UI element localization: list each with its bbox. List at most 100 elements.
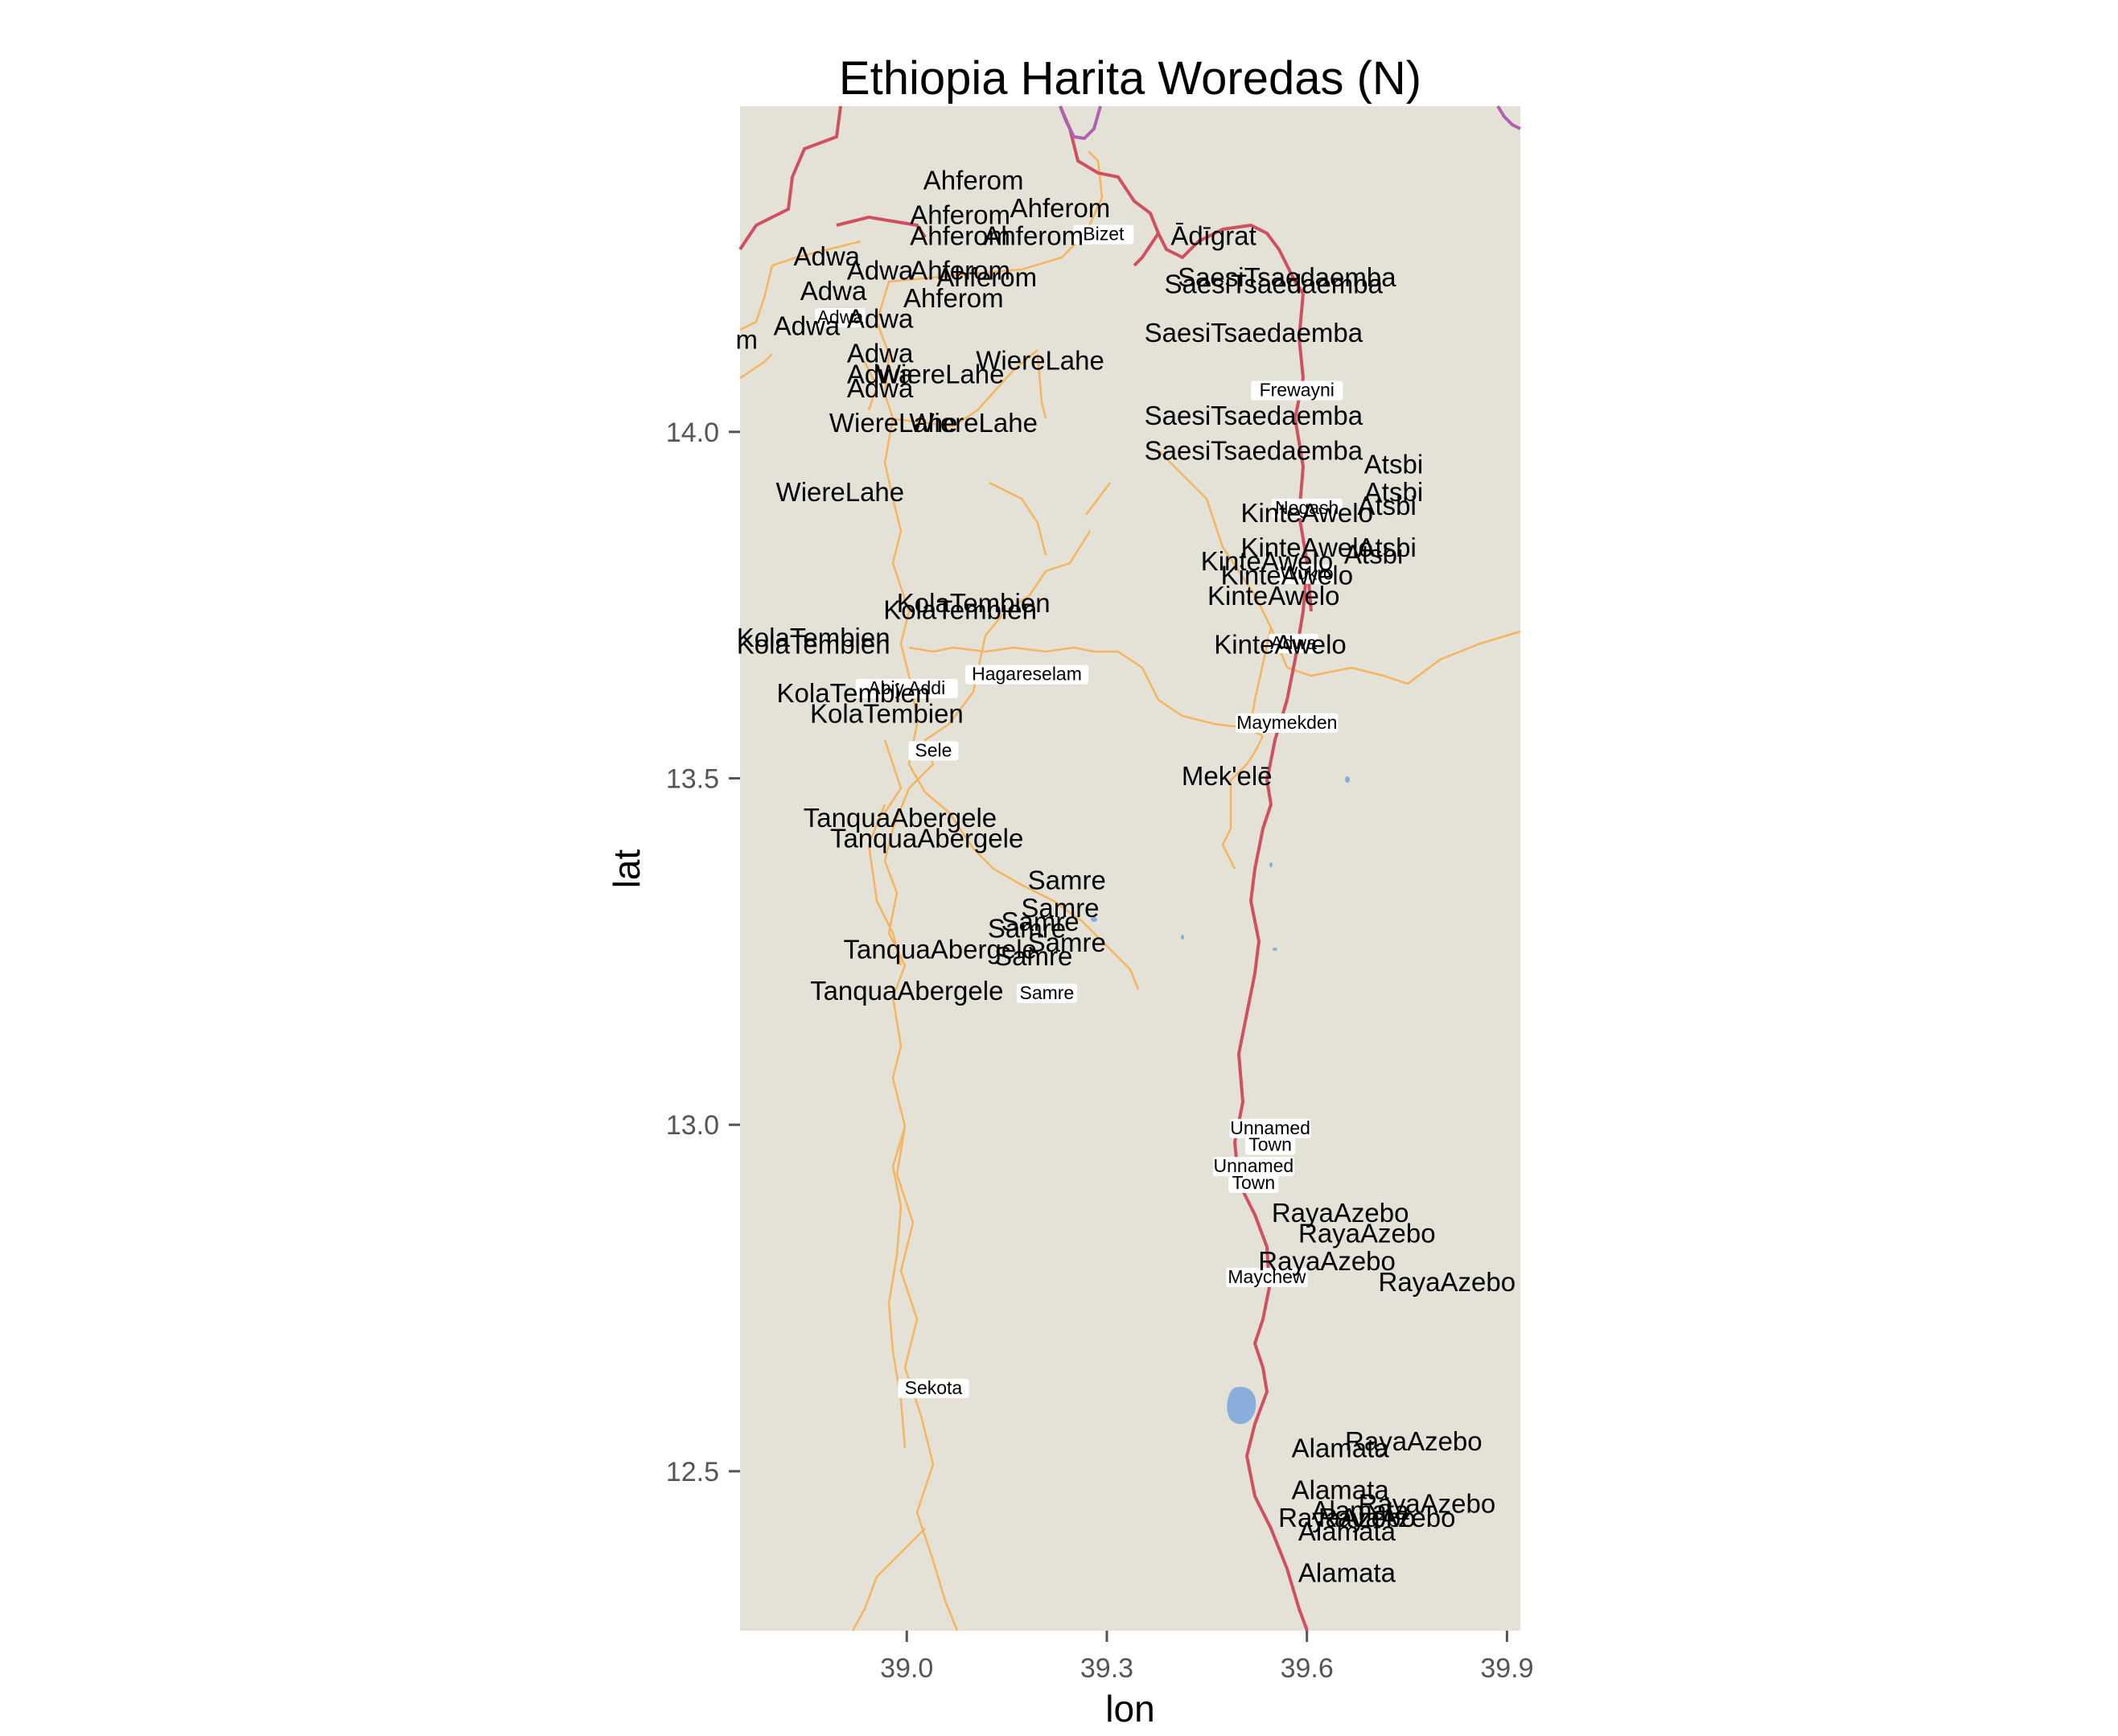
woreda-label[interactable]: Alamata	[1298, 1558, 1396, 1588]
woreda-label[interactable]: KinteAwelo	[1207, 581, 1340, 611]
woreda-label[interactable]: SaesiTsaedaemba	[1145, 401, 1363, 430]
woreda-label[interactable]: Atsbi	[1358, 533, 1417, 562]
woreda-label[interactable]: WiereLahe	[829, 408, 958, 438]
woreda-label[interactable]: RayaAzebo	[1318, 1503, 1456, 1532]
woreda-label[interactable]: Adwa	[800, 276, 867, 306]
woreda-label[interactable]: Alamata	[1311, 1495, 1409, 1525]
woreda-label[interactable]: SaesiTsaedaemba	[1145, 318, 1363, 348]
town-label[interactable]: Negash	[1271, 497, 1343, 518]
woreda-label[interactable]: WiereLahe	[776, 477, 905, 507]
woreda-label[interactable]: Ahferom	[936, 262, 1037, 292]
town-label[interactable]: Maychew	[1226, 1266, 1308, 1288]
road-line	[867, 804, 903, 966]
town-label-text: Unnamed	[1230, 1117, 1310, 1138]
woreda-label[interactable]: RayaAzebo	[1359, 1489, 1496, 1519]
woreda-label[interactable]: Samre	[988, 914, 1066, 944]
woreda-label[interactable]: RayaAzebo	[1272, 1198, 1409, 1228]
woreda-label[interactable]: SaesiTsaedaemba	[1178, 262, 1396, 292]
woreda-label[interactable]: KinteAwelo	[1221, 560, 1354, 590]
road-line	[985, 530, 1092, 636]
woreda-label[interactable]: RayaAzebo	[1345, 1426, 1483, 1456]
woreda-label[interactable]: KinteAwelo	[1201, 546, 1334, 576]
woreda-label[interactable]: RayaAzebo	[1258, 1246, 1396, 1276]
woreda-label[interactable]: Adwa	[847, 373, 914, 403]
woreda-label[interactable]: Adwa	[847, 339, 914, 368]
woreda-label[interactable]: KolaTembien	[737, 629, 890, 659]
woreda-label[interactable]: Ahferom	[910, 220, 1010, 250]
woreda-label[interactable]: RayaAzebo	[1278, 1503, 1416, 1532]
town-label[interactable]: Bizet	[1073, 224, 1134, 245]
town-label-text: Sekota	[905, 1377, 963, 1398]
woreda-label[interactable]: Ahferom	[903, 283, 1004, 313]
woreda-label[interactable]: Mek'elē	[1182, 761, 1273, 791]
woreda-label[interactable]: Ahferom	[910, 255, 1010, 285]
woreda-label[interactable]: RayaAzebo	[1378, 1267, 1516, 1297]
woreda-label[interactable]: WiereLahe	[976, 345, 1104, 375]
woreda-label[interactable]: WiereLahe	[909, 408, 1038, 438]
woreda-label[interactable]: Ahferom	[923, 165, 1024, 195]
woreda-label[interactable]: KinteAwelo	[1240, 533, 1373, 562]
woreda-label[interactable]: Alamata	[1298, 1516, 1396, 1546]
plot-title: Ethiopia Harita Woredas (N)	[839, 52, 1421, 105]
road-line	[1229, 735, 1265, 829]
woreda-label[interactable]: Atsbi	[1364, 477, 1423, 507]
road-line	[739, 265, 774, 331]
woreda-label[interactable]: Adwa	[793, 241, 860, 271]
woreda-label[interactable]: Ahferom	[983, 220, 1084, 250]
woreda-label[interactable]: Ahferom	[1010, 193, 1111, 223]
town-label-box	[1228, 1173, 1279, 1193]
woreda-label[interactable]: Samre	[1028, 865, 1106, 895]
woreda-label[interactable]: TanquaAbergele	[844, 934, 1037, 964]
road-line	[1286, 630, 1521, 685]
woreda-label[interactable]: KolaTembien	[777, 678, 931, 708]
international-border-line	[1059, 105, 1102, 141]
town-label[interactable]: Maymekden	[1236, 712, 1339, 733]
town-label[interactable]: Hagareselam	[964, 664, 1088, 685]
woreda-label[interactable]: KolaTembien	[897, 588, 1051, 618]
town-label[interactable]: Unnamed	[1212, 1155, 1294, 1177]
woreda-label[interactable]: Samre	[1021, 893, 1099, 923]
woreda-label[interactable]: TanquaAbergele	[810, 976, 1003, 1006]
woreda-label[interactable]: Atsbi	[1344, 540, 1403, 570]
woreda-label[interactable]: Adwa	[847, 255, 914, 285]
woreda-label[interactable]: KinteAwelo	[1240, 498, 1373, 528]
woreda-label[interactable]: Alamata	[1292, 1475, 1390, 1504]
woreda-label[interactable]: Atsbi	[1364, 450, 1423, 479]
woreda-label[interactable]: Ahferom	[910, 200, 1010, 229]
road-line	[851, 1528, 926, 1631]
town-label[interactable]: Sele	[908, 739, 959, 761]
woreda-label[interactable]: SaesiTsaedaemba	[1145, 435, 1363, 465]
town-label[interactable]: Unnamed	[1229, 1117, 1311, 1138]
woreda-label[interactable]: Samre	[1028, 928, 1106, 957]
woreda-label[interactable]: Adwa	[847, 360, 914, 389]
town-label[interactable]: Town	[1228, 1172, 1279, 1193]
woreda-label[interactable]: m	[736, 324, 759, 354]
town-label[interactable]: Sekota	[898, 1377, 969, 1398]
road-line	[771, 240, 862, 267]
town-label[interactable]: Frewayni	[1251, 379, 1343, 401]
woreda-label[interactable]: KolaTembien	[883, 594, 1037, 624]
woreda-label[interactable]: Samre	[994, 941, 1072, 971]
town-label-box	[1212, 1157, 1294, 1177]
woreda-label[interactable]: Adwa	[774, 311, 841, 340]
map-panel[interactable]	[740, 106, 1520, 1631]
woreda-label[interactable]: TanquaAbergele	[830, 824, 1023, 854]
woreda-label[interactable]: KolaTembien	[810, 699, 964, 729]
town-label[interactable]: Abiy Addi	[855, 677, 958, 698]
woreda-label[interactable]: RayaAzebo	[1298, 1219, 1436, 1249]
town-label[interactable]: Samre	[1016, 982, 1077, 1003]
town-label[interactable]: Town	[1245, 1133, 1296, 1155]
woreda-label[interactable]: Samre	[1001, 907, 1079, 936]
woreda-label[interactable]: WiereLahe	[876, 360, 1005, 389]
woreda-label[interactable]: KolaTembien	[737, 623, 890, 652]
woreda-label[interactable]: Ādīgrat	[1170, 220, 1256, 250]
town-label[interactable]: Adwa	[815, 306, 866, 328]
woreda-label[interactable]: Atsbi	[1358, 491, 1417, 520]
woreda-label[interactable]: Alamata	[1292, 1434, 1390, 1463]
woreda-label[interactable]: TanquaAbergele	[804, 803, 997, 833]
town-label[interactable]: Adwa	[1269, 632, 1319, 653]
town-label[interactable]: Wukro	[1277, 563, 1338, 584]
woreda-label[interactable]: Adwa	[847, 304, 914, 334]
woreda-label[interactable]: SaesiTsaedaemba	[1164, 269, 1383, 299]
woreda-label[interactable]: KinteAwelo	[1214, 629, 1347, 659]
